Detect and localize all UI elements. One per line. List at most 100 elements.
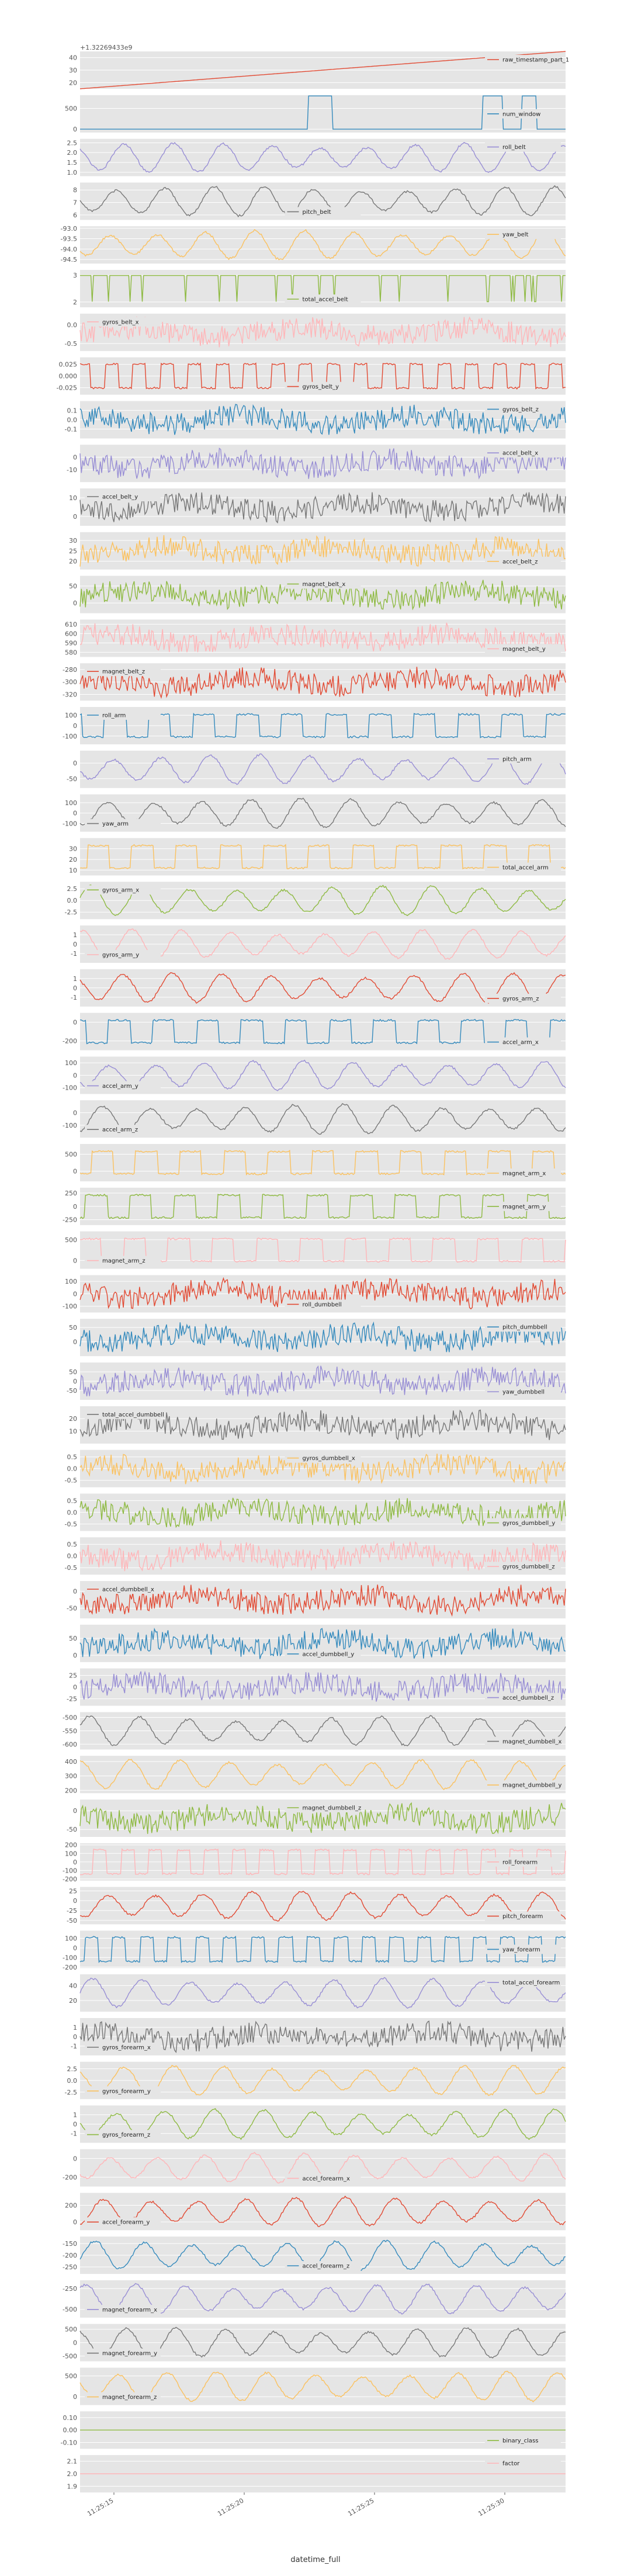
series-line — [79, 404, 566, 435]
subplot: 250 0 -250 magnet_arm_y — [63, 1187, 566, 1225]
series-line — [79, 798, 566, 829]
subplot: 1 0 -1 gyros_forearm_z — [71, 2105, 566, 2143]
plot-area — [80, 488, 566, 526]
legend-box — [485, 754, 561, 764]
legend: gyros_dumbbell_y — [485, 1518, 561, 1528]
subplot: 0.5 0.0 -0.5 gyros_dumbbell_z — [65, 1537, 566, 1575]
subplot: 25 0 -25 -50 pitch_forearm — [67, 1887, 566, 1925]
x-tick-label: 11:25:25 — [346, 2497, 375, 2518]
plot-area — [80, 750, 566, 788]
series-line — [79, 1670, 566, 1703]
legend: pitch_arm — [485, 754, 561, 764]
subplot: 50 0 -50 yaw_dumbbell — [67, 1362, 566, 1400]
y-tick-label: -0.1 — [65, 425, 77, 433]
legend-box — [485, 644, 561, 654]
y-tick-label: -500 — [63, 1714, 77, 1722]
y-tick-label: 20 — [69, 1415, 77, 1423]
legend-box — [85, 1125, 161, 1135]
y-tick-label: 0 — [73, 2218, 77, 2226]
legend: accel_arm_z — [85, 1125, 161, 1135]
plot-area — [80, 1100, 566, 1138]
legend-label: gyros_arm_z — [502, 996, 539, 1002]
y-tick-label: 0 — [73, 1684, 77, 1691]
legend: gyros_arm_z — [485, 993, 561, 1003]
legend-label: magnet_dumbbell_x — [502, 1739, 561, 1745]
legend-box — [485, 1736, 561, 1746]
y-tick-label: 0 — [73, 1072, 77, 1079]
y-tick-label: -50 — [67, 1387, 77, 1395]
y-tick-label: -2.5 — [65, 2089, 77, 2096]
series-line — [79, 2370, 566, 2402]
y-tick-label: 0.0 — [67, 1465, 78, 1473]
y-tick-label: -10 — [67, 466, 77, 474]
legend-label: gyros_belt_x — [102, 319, 139, 325]
subplot: 400 300 200 magnet_dumbbell_y — [65, 1756, 566, 1794]
legend-label: total_accel_forearm — [502, 1980, 560, 1986]
y-tick-label: -300 — [63, 678, 77, 686]
legend-box — [485, 2436, 561, 2446]
legend-label: num_window — [502, 111, 540, 117]
series-line — [79, 2020, 566, 2054]
subplot: 0 -200 accel_forearm_x — [63, 2149, 566, 2187]
legend-box — [485, 404, 561, 414]
subplot: 0 -50 pitch_arm — [67, 750, 566, 788]
legend-label: raw_timestamp_part_1 — [502, 57, 569, 64]
legend-label: gyros_forearm_y — [102, 2088, 151, 2095]
legend: magnet_arm_x — [485, 1169, 561, 1178]
y-tick-label: 0 — [73, 454, 77, 462]
legend: magnet_forearm_x — [85, 2304, 161, 2314]
legend-label: gyros_dumbbell_z — [502, 1564, 555, 1570]
subplot: -93.0 -93.5 -94.0 -94.5 yaw_belt — [61, 225, 566, 264]
y-tick-label: 500 — [65, 105, 77, 113]
legend-label: magnet_arm_y — [502, 1204, 546, 1210]
legend-label: yaw_arm — [102, 821, 129, 827]
series-line — [79, 1891, 566, 1922]
y-tick-label: -320 — [63, 691, 77, 699]
legend: accel_dumbbell_y — [285, 1649, 361, 1659]
legend-box — [485, 1037, 561, 1047]
y-tick-label: 0 — [73, 1257, 77, 1264]
series-line — [79, 1365, 566, 1397]
y-tick-label: 0 — [73, 1859, 77, 1866]
series-line — [79, 1936, 566, 1964]
series-line — [79, 622, 566, 653]
y-tick-label: 50 — [69, 1368, 77, 1376]
legend: gyros_forearm_z — [85, 2130, 161, 2140]
subplot: 40 30 20 raw_timestamp_part_1 — [69, 51, 569, 89]
legend-box — [85, 2086, 161, 2096]
legend-box — [485, 448, 561, 458]
subplot: 100 0 -100 yaw_arm — [63, 794, 566, 832]
legend-label: gyros_forearm_z — [102, 2132, 150, 2138]
legend: accel_dumbbell_z — [485, 1693, 561, 1703]
y-tick-label: 0 — [73, 1652, 77, 1659]
legend-label: magnet_dumbbell_z — [303, 1805, 362, 1812]
y-tick-label: 2 — [73, 299, 77, 306]
y-tick-label: 0 — [73, 1203, 77, 1211]
legend-label: magnet_forearm_z — [102, 2394, 157, 2401]
legend-label: roll_dumbbell — [303, 1302, 342, 1308]
y-tick-label: 0 — [73, 2393, 77, 2401]
legend: gyros_dumbbell_x — [285, 1453, 361, 1463]
series-line — [79, 491, 566, 524]
subplot: 200 0 accel_forearm_y — [65, 2193, 566, 2231]
legend-label: roll_belt — [502, 144, 526, 151]
subplot: 0 -50 accel_dumbbell_x — [67, 1581, 566, 1618]
series-line — [79, 1585, 566, 1617]
legend-box — [285, 382, 361, 391]
legend-box — [485, 1201, 561, 1211]
y-tick-label: 610 — [65, 620, 77, 628]
legend: magnet_forearm_z — [85, 2392, 161, 2402]
legend: accel_dumbbell_x — [85, 1585, 161, 1594]
y-tick-label: 2.5 — [67, 885, 78, 893]
y-tick-label: 100 — [65, 1935, 77, 1943]
legend-label: gyros_dumbbell_y — [502, 1520, 555, 1527]
series-line — [79, 1540, 566, 1572]
legend-box — [85, 2304, 161, 2314]
legend-box — [85, 819, 161, 828]
legend-box — [285, 579, 361, 589]
subplot: 50 0 accel_dumbbell_y — [69, 1624, 566, 1662]
legend: total_accel_belt — [285, 294, 361, 304]
legend-box — [85, 2392, 161, 2402]
legend-label: accel_belt_y — [102, 494, 138, 501]
legend-box — [85, 2348, 161, 2358]
